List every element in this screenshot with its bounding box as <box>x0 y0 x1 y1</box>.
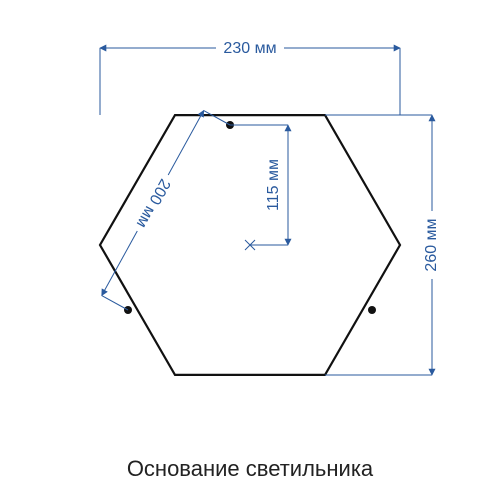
dimension-label: 260 мм <box>423 218 440 271</box>
dimension-label: 200 мм <box>133 176 174 231</box>
dimension-line <box>102 231 138 295</box>
caption: Основание светильника <box>0 456 500 482</box>
extension-line <box>102 296 128 310</box>
dimension-label: 230 мм <box>223 40 276 57</box>
extension-line <box>204 111 230 125</box>
mount-hole <box>368 306 376 314</box>
dimension-line <box>168 111 204 175</box>
dimension-label: 115 мм <box>265 159 282 211</box>
